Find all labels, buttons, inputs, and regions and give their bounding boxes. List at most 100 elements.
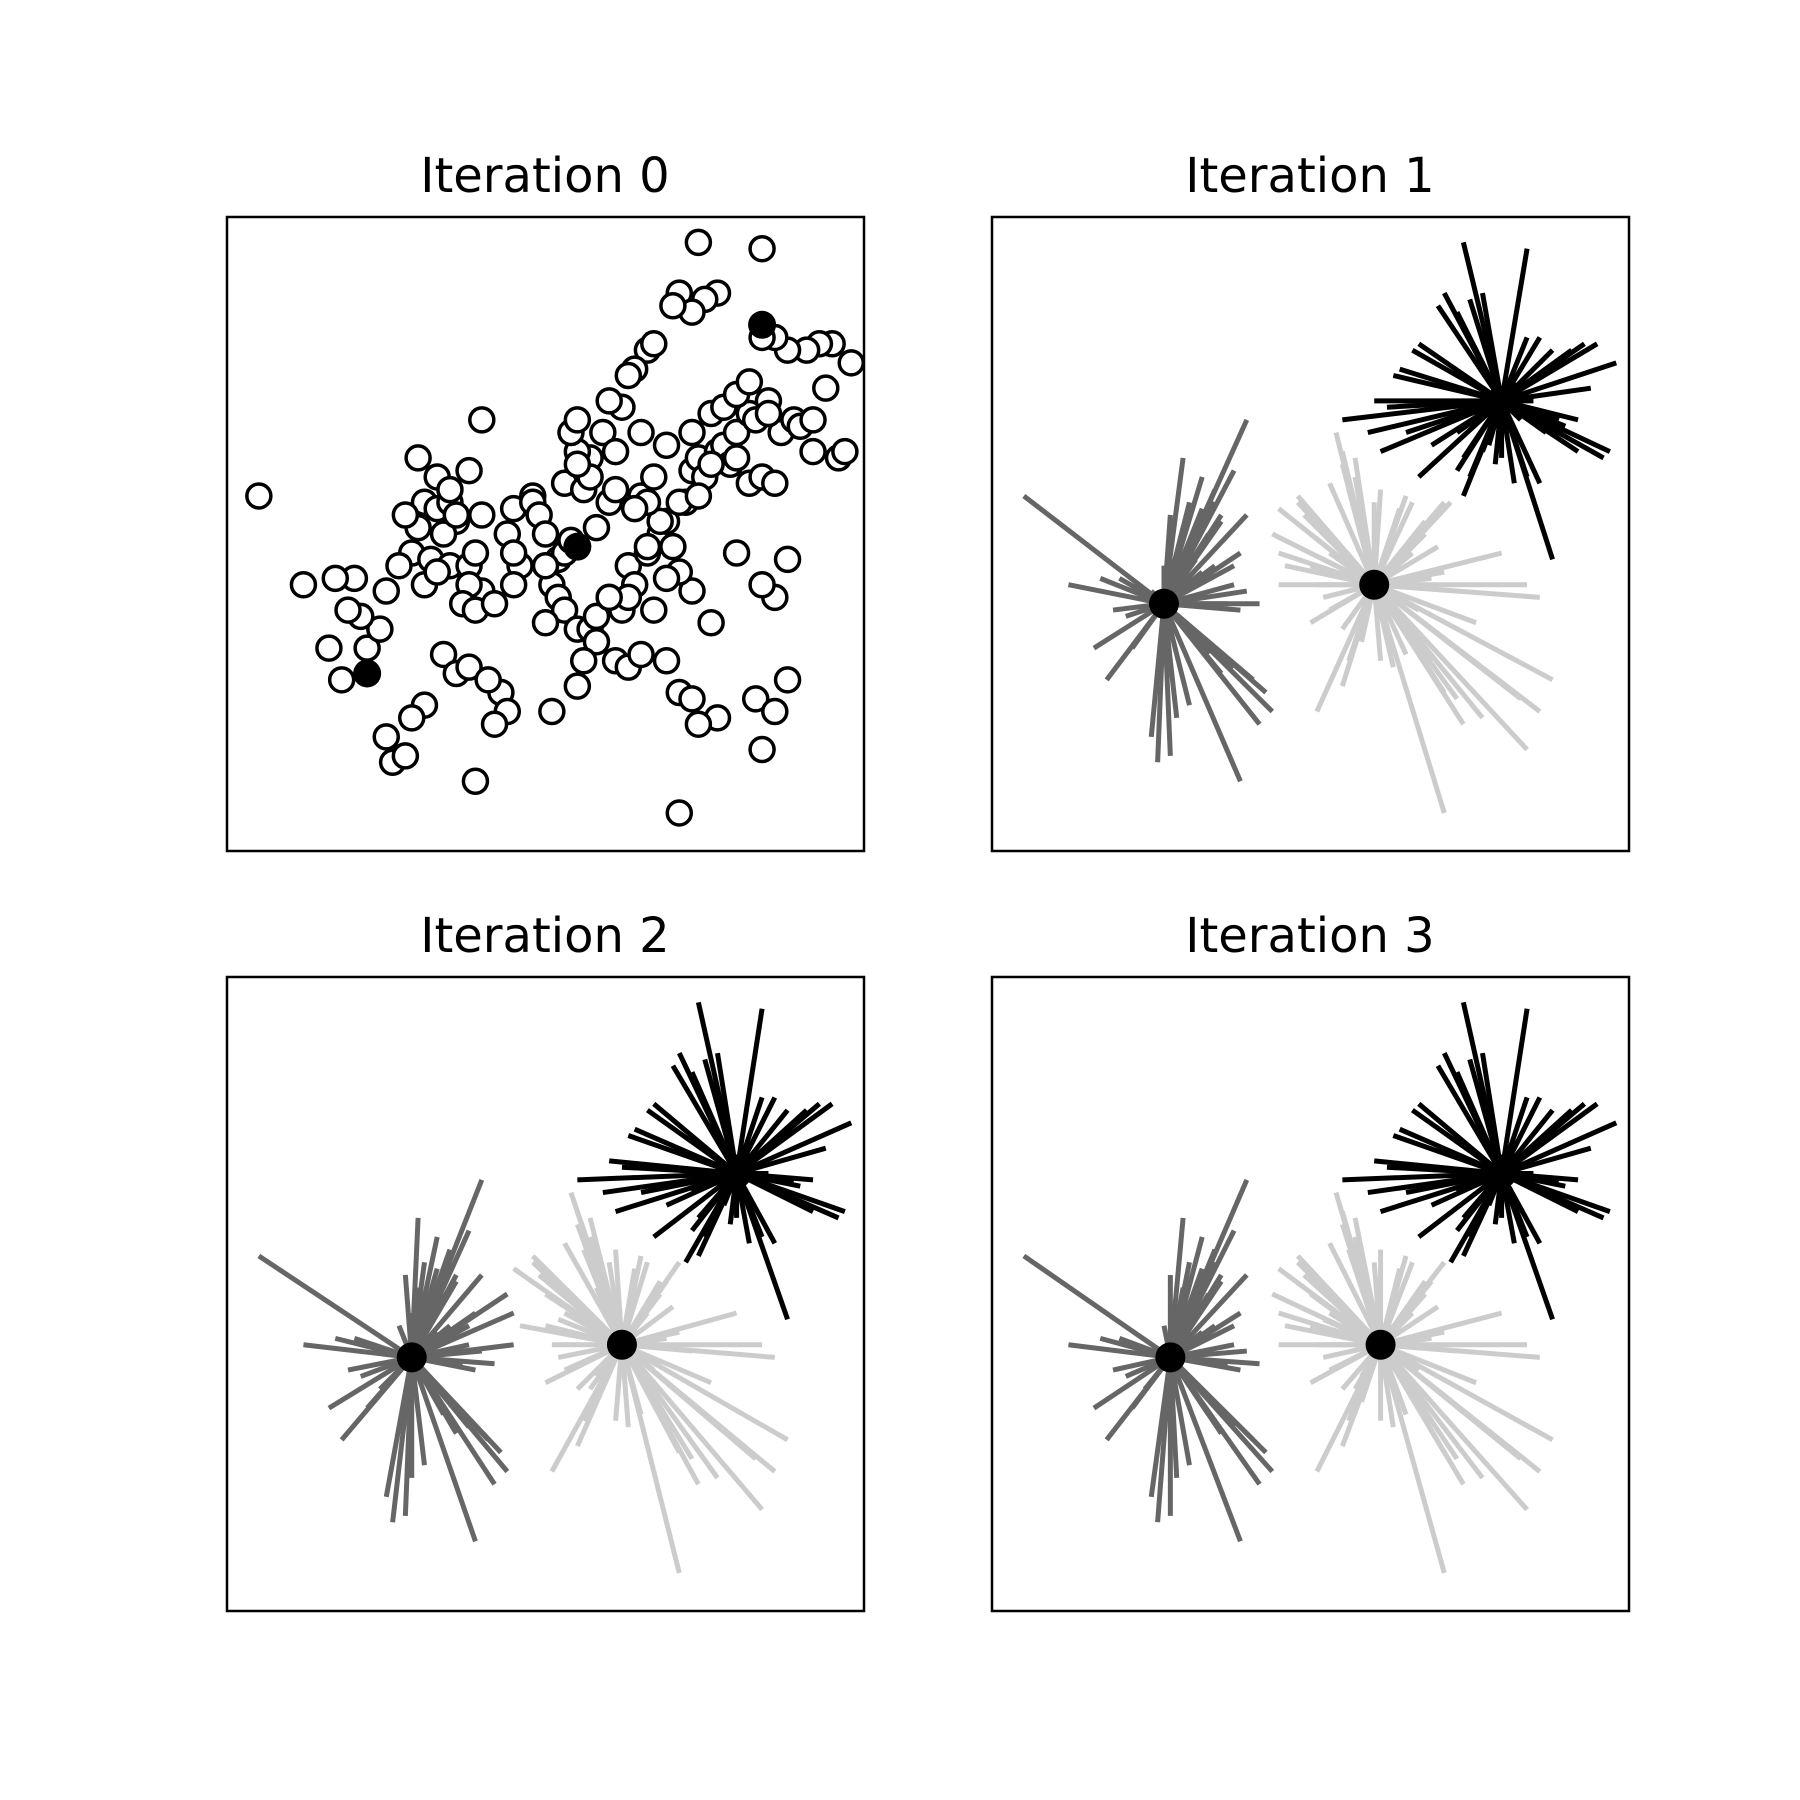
centroid-marker xyxy=(353,659,382,688)
assignment-line xyxy=(411,1342,514,1360)
data-point xyxy=(289,570,318,599)
data-point xyxy=(429,640,458,669)
data-point xyxy=(455,456,483,485)
data-point xyxy=(722,539,751,567)
data-point xyxy=(773,545,802,574)
data-point xyxy=(652,431,681,459)
data-point xyxy=(601,475,630,504)
assignment-line xyxy=(1372,582,1542,714)
data-point xyxy=(748,735,776,764)
data-point xyxy=(684,482,713,510)
assignment-line xyxy=(1435,304,1504,403)
data-point xyxy=(315,634,343,662)
data-point xyxy=(582,628,611,656)
assignment-line xyxy=(1392,373,1503,404)
assignment-line xyxy=(1068,1342,1171,1360)
assignment-line xyxy=(1148,603,1167,738)
assignment-line xyxy=(1161,603,1180,719)
data-point xyxy=(652,564,681,593)
centroid-marker xyxy=(1148,588,1179,619)
data-point xyxy=(601,437,630,466)
data-point xyxy=(761,469,789,498)
data-point xyxy=(429,520,458,548)
data-point xyxy=(499,539,528,567)
data-point xyxy=(684,710,713,738)
data-point xyxy=(423,558,451,586)
data-point xyxy=(678,685,706,713)
assignment-line xyxy=(734,1008,765,1174)
assignment-line xyxy=(620,1342,777,1474)
assignment-line xyxy=(640,1171,738,1196)
data-point xyxy=(550,596,579,624)
data-point xyxy=(461,539,490,567)
data-point xyxy=(372,577,400,605)
assignment-line xyxy=(1022,493,1166,606)
assignment-line xyxy=(1372,583,1466,726)
data-point xyxy=(334,596,362,624)
assignment-line xyxy=(1417,341,1504,403)
data-point xyxy=(563,672,592,700)
data-point xyxy=(722,444,751,472)
data-point xyxy=(678,577,706,605)
assignment-line xyxy=(1168,1355,1255,1442)
assignment-line xyxy=(1371,583,1447,814)
assignment-line xyxy=(409,1356,478,1543)
assignment-line xyxy=(735,1120,853,1176)
data-point xyxy=(391,742,420,770)
assignment-line xyxy=(1161,418,1250,605)
assignment-line xyxy=(1500,360,1618,404)
assignment-line xyxy=(257,1253,414,1360)
assignment-line xyxy=(1379,1342,1554,1443)
assignment-line xyxy=(409,1217,421,1358)
data-point xyxy=(627,640,655,669)
assignment-line xyxy=(652,1171,739,1239)
assignment-line xyxy=(1499,1172,1555,1321)
data-point xyxy=(321,564,350,593)
centroid-marker xyxy=(721,1158,752,1189)
assignment-line xyxy=(1417,1171,1504,1239)
data-point xyxy=(633,532,662,561)
assignment-line xyxy=(409,1178,485,1359)
data-point xyxy=(455,653,483,681)
data-point xyxy=(327,666,356,694)
assignment-line xyxy=(1342,398,1502,423)
assignment-line xyxy=(652,1101,739,1176)
assignment-line xyxy=(620,1342,789,1442)
panel-title-3: Iteration 3 xyxy=(1185,908,1434,964)
data-point xyxy=(799,406,827,434)
assignment-line xyxy=(1277,1310,1382,1348)
assignment-line xyxy=(1342,1171,1502,1183)
assignment-line xyxy=(670,1064,739,1175)
assignment-line xyxy=(1499,400,1555,561)
assignment-line xyxy=(1392,1133,1503,1176)
assignment-line xyxy=(1161,513,1224,606)
data-point xyxy=(385,551,413,580)
data-point xyxy=(799,437,827,466)
data-point xyxy=(665,799,694,827)
data-point xyxy=(480,589,509,618)
assignment-line xyxy=(409,1355,491,1442)
assignment-line xyxy=(568,1191,625,1346)
data-point xyxy=(245,482,273,510)
centroid-marker xyxy=(1486,385,1517,416)
data-point xyxy=(468,501,496,529)
panel-plot-2 xyxy=(257,1001,853,1574)
assignment-line xyxy=(1314,583,1377,713)
data-point xyxy=(748,234,776,263)
assignment-line xyxy=(1168,1178,1250,1359)
data-point xyxy=(397,704,426,732)
assignment-line xyxy=(1371,489,1384,585)
assignment-line xyxy=(1092,1355,1172,1411)
panel-plot-1 xyxy=(1022,241,1618,814)
data-point xyxy=(754,399,783,428)
data-point xyxy=(569,647,598,675)
data-point xyxy=(404,444,432,472)
data-point xyxy=(582,513,611,542)
data-point xyxy=(697,609,725,637)
data-point xyxy=(372,723,400,751)
assignment-line xyxy=(577,1171,737,1183)
data-point xyxy=(499,570,528,599)
data-point xyxy=(480,710,509,738)
assignment-line xyxy=(1340,1343,1383,1448)
